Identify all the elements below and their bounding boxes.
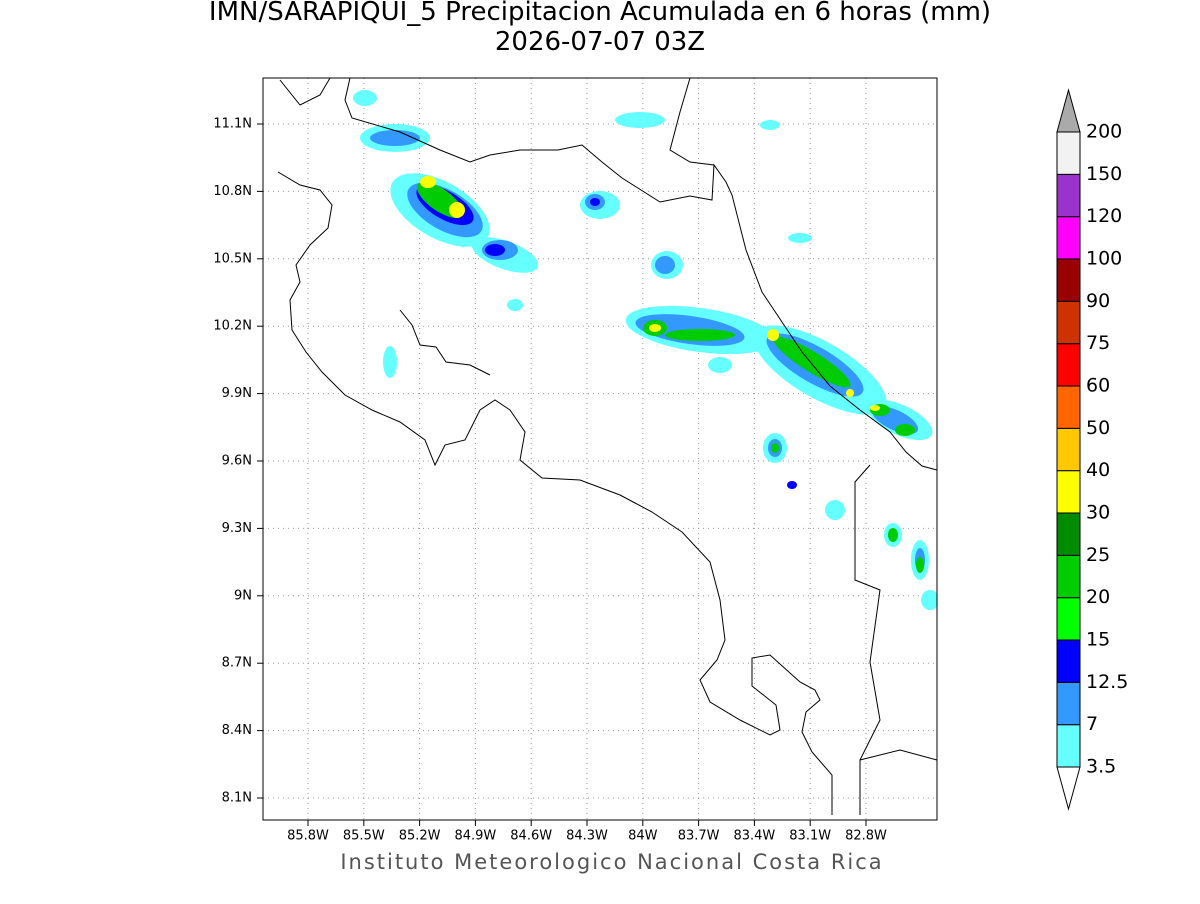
x-tick-label: 85.2W bbox=[399, 829, 441, 844]
colorbar-box bbox=[1056, 258, 1081, 302]
colorbar-box bbox=[1056, 554, 1081, 599]
y-tick-label: 8.1N bbox=[222, 791, 252, 806]
colorbar-under bbox=[1056, 766, 1081, 811]
colorbar-label: 90 bbox=[1086, 290, 1110, 312]
colorbar-box bbox=[1056, 216, 1081, 260]
x-tick-label: 84.9W bbox=[454, 829, 496, 844]
footer: Instituto Meteorologico Nacional Costa R… bbox=[340, 850, 883, 874]
x-tick-label: 83.4W bbox=[733, 829, 775, 844]
title: IMN/SARAPIQUI_5 Precipitacion Acumulada … bbox=[209, 0, 991, 27]
y-tick-label: 8.7N bbox=[222, 656, 252, 671]
colorbar-box bbox=[1056, 300, 1081, 345]
x-tick-label: 84.3W bbox=[566, 829, 608, 844]
colorbar-box bbox=[1056, 173, 1081, 218]
x-tick-label: 83.7W bbox=[678, 829, 720, 844]
y-tick-label: 11.1N bbox=[213, 117, 252, 132]
grid: 85.8W 85.5W 85.2W 84.9W 84.6W 84.3W 84W 83.7W 83… bbox=[213, 78, 937, 844]
map-frame bbox=[262, 77, 938, 821]
colorbar-label: 200 bbox=[1086, 121, 1122, 143]
y-tick-label: 9N bbox=[234, 588, 252, 603]
colorbar-label: 40 bbox=[1086, 459, 1110, 481]
colorbar-label: 12.5 bbox=[1086, 671, 1128, 693]
colorbar-box bbox=[1056, 724, 1081, 768]
colorbar-label: 75 bbox=[1086, 332, 1110, 354]
colorbar-box bbox=[1056, 512, 1081, 556]
colorbar-label: 60 bbox=[1086, 375, 1110, 397]
colorbar-label: 50 bbox=[1086, 417, 1110, 439]
x-tick-label: 85.8W bbox=[287, 829, 329, 844]
colorbar-label: 20 bbox=[1086, 586, 1110, 608]
coastlines bbox=[277, 78, 937, 815]
colorbar-label: 100 bbox=[1086, 248, 1122, 270]
colorbar-box bbox=[1056, 427, 1081, 472]
colorbar-box bbox=[1056, 343, 1081, 387]
y-tick-label: 10.2N bbox=[213, 319, 252, 334]
precipitation bbox=[353, 90, 937, 610]
y-tick-label: 8.4N bbox=[222, 723, 252, 738]
colorbar-label: 120 bbox=[1086, 205, 1122, 227]
colorbar-box bbox=[1056, 385, 1081, 429]
x-tick-label: 84.6W bbox=[510, 829, 552, 844]
x-tick-label: 84W bbox=[628, 829, 658, 844]
colorbar-label: 3.5 bbox=[1086, 756, 1116, 778]
y-tick-label: 9.9N bbox=[222, 386, 252, 401]
subtitle: 2026-07-07 03Z bbox=[495, 27, 705, 57]
x-tick-label: 82.8W bbox=[845, 829, 887, 844]
x-tick-label: 83.1W bbox=[789, 829, 831, 844]
colorbar-box bbox=[1056, 681, 1081, 726]
x-tick-label: 85.5W bbox=[343, 829, 385, 844]
y-tick-label: 9.3N bbox=[222, 521, 252, 536]
colorbar-label: 25 bbox=[1086, 544, 1110, 566]
colorbar-box bbox=[1056, 470, 1081, 514]
y-tick-label: 10.8N bbox=[213, 184, 252, 199]
colorbar: 3.5 7 12.5 15 20 25 30 40 50 60 75 90 100 120 150 200 bbox=[1056, 88, 1128, 811]
colorbar-label: 30 bbox=[1086, 502, 1110, 524]
colorbar-box bbox=[1056, 639, 1081, 683]
colorbar-label: 150 bbox=[1086, 163, 1122, 185]
colorbar-over bbox=[1056, 88, 1081, 133]
colorbar-box bbox=[1056, 131, 1081, 175]
y-tick-label: 10.5N bbox=[213, 251, 252, 266]
y-tick-label: 9.6N bbox=[222, 454, 252, 469]
colorbar-label: 15 bbox=[1086, 629, 1110, 651]
colorbar-label: 7 bbox=[1086, 713, 1098, 735]
colorbar-box bbox=[1056, 597, 1081, 641]
